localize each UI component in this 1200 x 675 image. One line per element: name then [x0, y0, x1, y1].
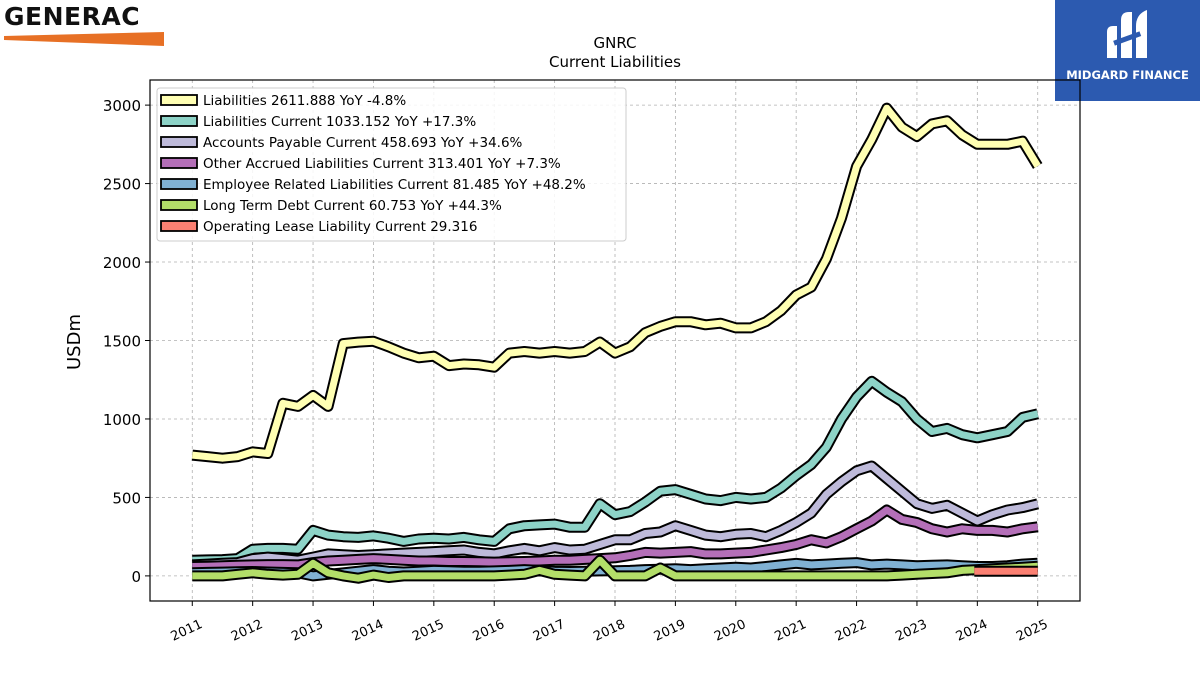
y-tick-label: 0	[131, 568, 141, 586]
midgard-emblem-icon	[1055, 0, 1200, 101]
x-tick-label: 2014	[350, 617, 386, 645]
legend-label: Liabilities 2611.888 YoY -4.8%	[203, 93, 406, 109]
x-tick-label: 2023	[893, 617, 929, 645]
brand-name: GENERAC	[4, 2, 141, 31]
brand-underline-swoosh	[4, 32, 164, 46]
legend-item: Accounts Payable Current 458.693 YoY +34…	[160, 135, 523, 151]
legend-item: Other Accrued Liabilities Current 313.40…	[160, 156, 561, 172]
series-line-fill	[192, 556, 1038, 582]
series-line-fill	[192, 506, 1039, 570]
legend-swatch	[160, 136, 198, 148]
legend-swatch	[160, 199, 198, 211]
legend-item: Operating Lease Liability Current 29.316	[160, 219, 477, 235]
x-tick-label: 2025	[1014, 617, 1050, 645]
midgard-finance-name: MIDGARD FINANCE	[1066, 68, 1189, 82]
chart-subtitle: Current Liabilities	[549, 53, 681, 71]
legend-item: Employee Related Liabilities Current 81.…	[160, 177, 586, 193]
legend-label: Liabilities Current 1033.152 YoY +17.3%	[203, 114, 476, 130]
x-tick-label: 2020	[712, 617, 748, 645]
y-tick-label: 2500	[103, 176, 141, 194]
x-tick-label: 2011	[169, 617, 205, 645]
legend-label: Operating Lease Liability Current 29.316	[203, 219, 477, 235]
x-tick-label: 2017	[531, 617, 567, 645]
series-line	[192, 460, 1040, 571]
midgard-finance-logo: MIDGARD FINANCE	[1055, 0, 1200, 101]
series-line	[192, 375, 1039, 566]
x-tick-label: 2022	[833, 617, 869, 645]
x-tick-label: 2016	[471, 617, 507, 645]
legend-label: Long Term Debt Current 60.753 YoY +44.3%	[203, 198, 502, 214]
x-tick-label: 2021	[773, 617, 809, 645]
x-tick-label: 2018	[591, 617, 627, 645]
x-tick-label: 2019	[652, 617, 688, 645]
y-tick-label: 3000	[103, 97, 141, 115]
legend-item: Liabilities Current 1033.152 YoY +17.3%	[160, 114, 476, 130]
chart-title: GNRC	[594, 34, 637, 52]
legend: Liabilities 2611.888 YoY -4.8% Liabilitie…	[156, 87, 627, 242]
y-axis-label: USDm	[64, 314, 85, 370]
y-tick-label: 2000	[103, 254, 141, 272]
x-tick-label: 2015	[410, 617, 446, 645]
legend-label: Accounts Payable Current 458.693 YoY +34…	[203, 135, 523, 151]
series-line-fill	[192, 462, 1039, 569]
series-line-fill	[192, 377, 1039, 564]
series-line	[192, 504, 1039, 572]
x-tick-label: 2024	[954, 617, 990, 645]
y-tick-label: 1000	[103, 411, 141, 429]
series-line	[191, 102, 1043, 464]
legend-swatch	[160, 115, 198, 127]
series-line	[192, 554, 1039, 584]
legend-swatch	[160, 157, 198, 169]
legend-swatch	[160, 220, 198, 232]
legend-swatch	[160, 178, 198, 190]
y-tick-label: 1500	[103, 333, 141, 351]
brand-logo: GENERAC	[4, 2, 174, 46]
legend-item: Liabilities 2611.888 YoY -4.8%	[160, 93, 406, 109]
legend-label: Employee Related Liabilities Current 81.…	[203, 177, 586, 193]
legend-swatch	[160, 94, 198, 106]
legend-item: Long Term Debt Current 60.753 YoY +44.3%	[160, 198, 502, 214]
x-tick-label: 2013	[289, 617, 325, 645]
x-tick-label: 2012	[229, 617, 265, 645]
legend-label: Other Accrued Liabilities Current 313.40…	[203, 156, 561, 172]
y-tick-label: 500	[112, 489, 141, 507]
legend-frame	[156, 87, 627, 242]
series-lines	[191, 102, 1043, 584]
series-line-fill	[191, 104, 1041, 462]
